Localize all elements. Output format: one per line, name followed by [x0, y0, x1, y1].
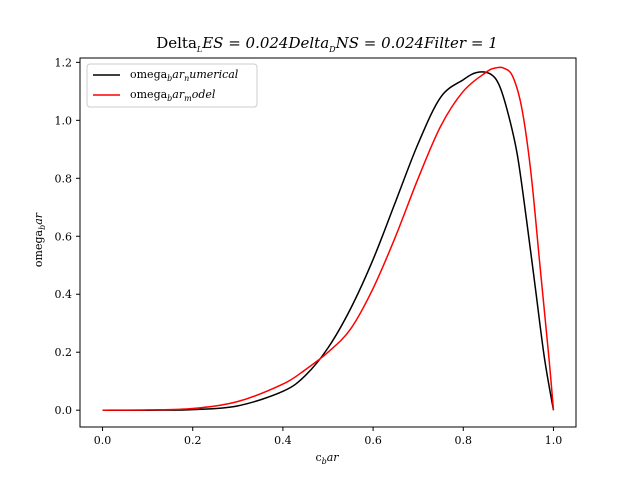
legend-label-model: omegabarmodel [130, 88, 216, 103]
legend-label-numerical: omegabarnumerical [130, 68, 239, 83]
series-layer [102, 66, 555, 411]
x-tick-label-0.4: 0.4 [274, 434, 292, 447]
y-tick-label-0.2: 0.2 [55, 346, 73, 359]
x-tick-label-1.0: 1.0 [545, 434, 563, 447]
axes-frame [79, 57, 577, 428]
x-tick-label-0.8: 0.8 [455, 434, 473, 447]
x-tick-label-0.6: 0.6 [364, 434, 382, 447]
series-line-model [102, 66, 555, 411]
chart-title: DeltaLES = 0.024DeltaDNS = 0.024Filter =… [156, 34, 498, 54]
y-tick-label-1.2: 1.2 [55, 56, 73, 69]
x-tick-label-0.0: 0.0 [94, 434, 112, 447]
x-tick-label-0.2: 0.2 [184, 434, 202, 447]
series-line-numerical [102, 71, 555, 411]
ticks-layer: 0.0 0.2 0.4 0.6 0.8 1.0 0.0 0.2 0.4 0.6 0.8 1.0 1.2 [55, 56, 563, 447]
y-tick-label-0.0: 0.0 [55, 404, 73, 417]
x-axis-label: cbar [315, 451, 339, 466]
y-axis-label: omegabar [32, 212, 47, 267]
y-tick-label-0.4: 0.4 [55, 288, 73, 301]
y-tick-label-1.0: 1.0 [55, 114, 73, 127]
legend-box [86, 63, 258, 108]
y-tick-label-0.6: 0.6 [55, 230, 73, 243]
legend: omegabarnumerical omegabarmodel [86, 63, 258, 108]
y-tick-label-0.8: 0.8 [55, 172, 73, 185]
plot-area: 0.0 0.2 0.4 0.6 0.8 1.0 0.0 0.2 0.4 0.6 0.8 1.0 1.2 [55, 56, 577, 447]
